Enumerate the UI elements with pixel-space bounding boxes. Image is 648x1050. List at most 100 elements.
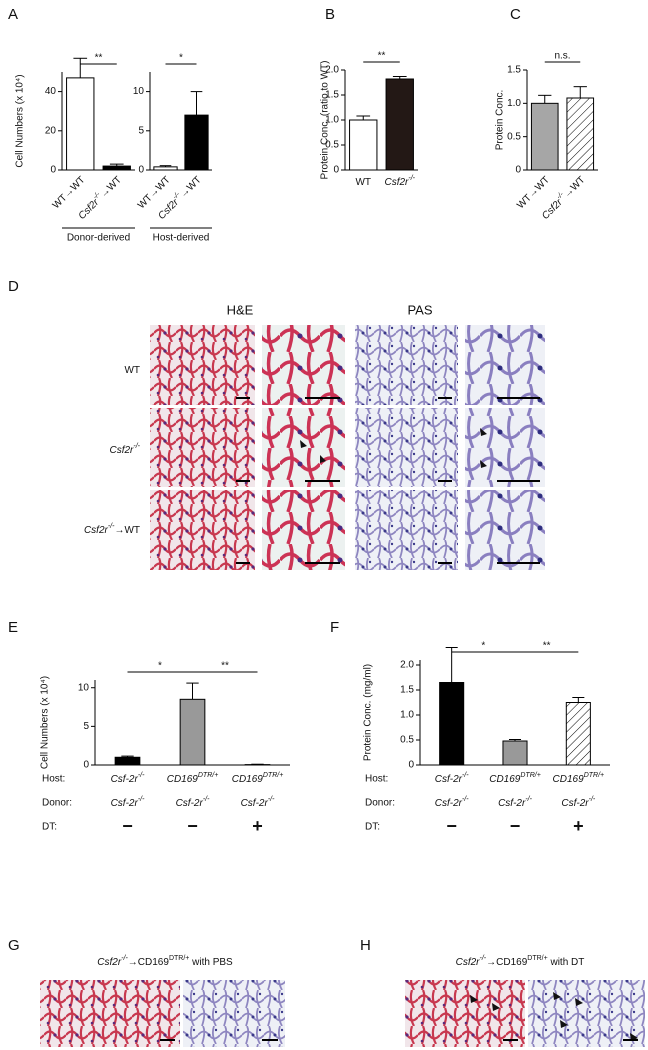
x-tick-label: WT <box>355 177 371 188</box>
text-segment: →WT <box>114 525 140 536</box>
micrograph <box>150 490 255 570</box>
condition-cell: CD169DTR/+ <box>553 772 605 784</box>
text-segment: -/- <box>133 443 140 450</box>
condition-cell: Csf-2r-/- <box>435 796 470 808</box>
y-tick-label: 1.5 <box>400 685 414 696</box>
y-axis-label: Cell Numbers (x 10⁴) <box>40 676 51 769</box>
micrograph <box>465 408 545 487</box>
significance-label: * <box>158 661 162 672</box>
micrograph <box>528 980 645 1047</box>
bar <box>566 97 595 171</box>
text-segment: + <box>252 816 263 836</box>
micrograph <box>405 980 525 1047</box>
significance-label: ** <box>95 53 103 64</box>
row-label: Csf2r-/- <box>109 443 140 455</box>
y-tick-label: 2.0 <box>325 65 339 76</box>
text-segment: DTR/+ <box>520 772 540 779</box>
caption: Csf2r-/-→CD169DTR/+ with PBS <box>97 955 233 967</box>
condition-cell: CD169DTR/+ <box>167 772 219 784</box>
text-segment: -/- <box>92 191 102 201</box>
panel-label: G <box>8 937 20 954</box>
group-label: Donor-derived <box>67 233 130 244</box>
text-segment: DTR/+ <box>169 955 189 962</box>
x-tick-label: Csf2r-/- <box>384 175 415 187</box>
y-tick-label: 20 <box>45 125 57 136</box>
significance-label: * <box>179 53 183 64</box>
bar <box>114 756 141 766</box>
y-tick-label: 1.5 <box>325 90 339 101</box>
column-header: H&E <box>227 302 254 317</box>
text-segment: Csf-2r <box>435 798 463 809</box>
micrograph <box>150 408 255 487</box>
caption: Csf2r-/-→CD169DTR/+ with DT <box>456 955 585 967</box>
text-segment: -/- <box>121 955 128 962</box>
text-segment: Csf2r <box>384 177 409 188</box>
y-tick-label: 0.5 <box>400 735 414 746</box>
panel-label: D <box>8 278 19 295</box>
panel-label: F <box>330 619 339 636</box>
significance-label: ** <box>221 661 229 672</box>
micrograph <box>40 980 180 1047</box>
panel-label: B <box>325 6 335 23</box>
bar <box>439 682 465 766</box>
x-tick-label: WT→WT <box>515 174 552 211</box>
text-segment: Csf-2r <box>111 774 139 785</box>
y-tick-label: 10 <box>78 682 90 693</box>
bar <box>565 702 591 766</box>
text-segment: Csf2r <box>456 957 481 968</box>
text-segment: with PBS <box>189 957 233 968</box>
micrograph <box>355 490 458 570</box>
y-tick-label: 0 <box>50 165 56 176</box>
text-segment: -/- <box>525 796 532 803</box>
condition-cell: + <box>573 816 584 836</box>
micrograph <box>465 490 545 570</box>
text-segment: →WT <box>178 174 204 200</box>
y-tick-label: 0.5 <box>507 131 521 142</box>
text-segment: -/- <box>408 175 415 182</box>
text-segment: + <box>573 816 584 836</box>
condition-cell: Csf-2r-/- <box>561 796 596 808</box>
micrograph <box>150 325 255 405</box>
y-tick-label: 1.5 <box>507 65 521 76</box>
text-segment: Csf-2r <box>561 798 589 809</box>
condition-cell: Csf-2r-/- <box>498 796 533 808</box>
bar <box>102 165 131 171</box>
y-axis-label: Cell Numbers (x 10⁴) <box>15 74 26 167</box>
x-tick-label: WT→WT <box>50 174 87 211</box>
bar <box>349 119 378 171</box>
y-tick-label: 0.5 <box>325 140 339 151</box>
micrograph <box>465 325 545 405</box>
condition-cell: Csf-2r-/- <box>111 796 146 808</box>
group-label: Host-derived <box>153 233 210 244</box>
micrograph <box>183 980 285 1047</box>
y-tick-label: 1.0 <box>325 115 339 126</box>
y-tick-label: 40 <box>45 86 57 97</box>
micrograph <box>355 408 458 487</box>
text-segment: DTR/+ <box>263 772 283 779</box>
text-segment: Csf2r <box>109 445 134 456</box>
condition-cell: − <box>122 816 133 836</box>
significance-label: n.s. <box>554 51 570 62</box>
text-segment: -/- <box>138 796 145 803</box>
bar <box>66 77 95 171</box>
text-segment: Csf-2r <box>435 774 463 785</box>
scale-bars <box>160 397 638 1041</box>
micrograph <box>262 408 345 487</box>
text-segment: →WT <box>98 174 124 200</box>
condition-cell: − <box>446 816 457 836</box>
text-segment: →CD169 <box>486 957 528 968</box>
y-axis-label: Protein Conc. <box>495 90 506 151</box>
text-segment: -/- <box>462 796 469 803</box>
condition-label: Donor: <box>42 798 72 809</box>
condition-label: DT: <box>42 822 57 833</box>
y-axis-label: Protein Conc. (mg/ml) <box>363 664 374 761</box>
condition-label: Host: <box>365 774 388 785</box>
text-segment: -/- <box>556 191 566 201</box>
row-label: WT <box>124 365 140 376</box>
panel-label: C <box>510 6 521 23</box>
y-tick-label: 0 <box>408 760 414 771</box>
y-tick-label: 2.0 <box>400 660 414 671</box>
text-segment: WT→WT <box>515 174 552 211</box>
text-segment: WT <box>124 365 140 376</box>
significance-label: * <box>481 641 485 652</box>
